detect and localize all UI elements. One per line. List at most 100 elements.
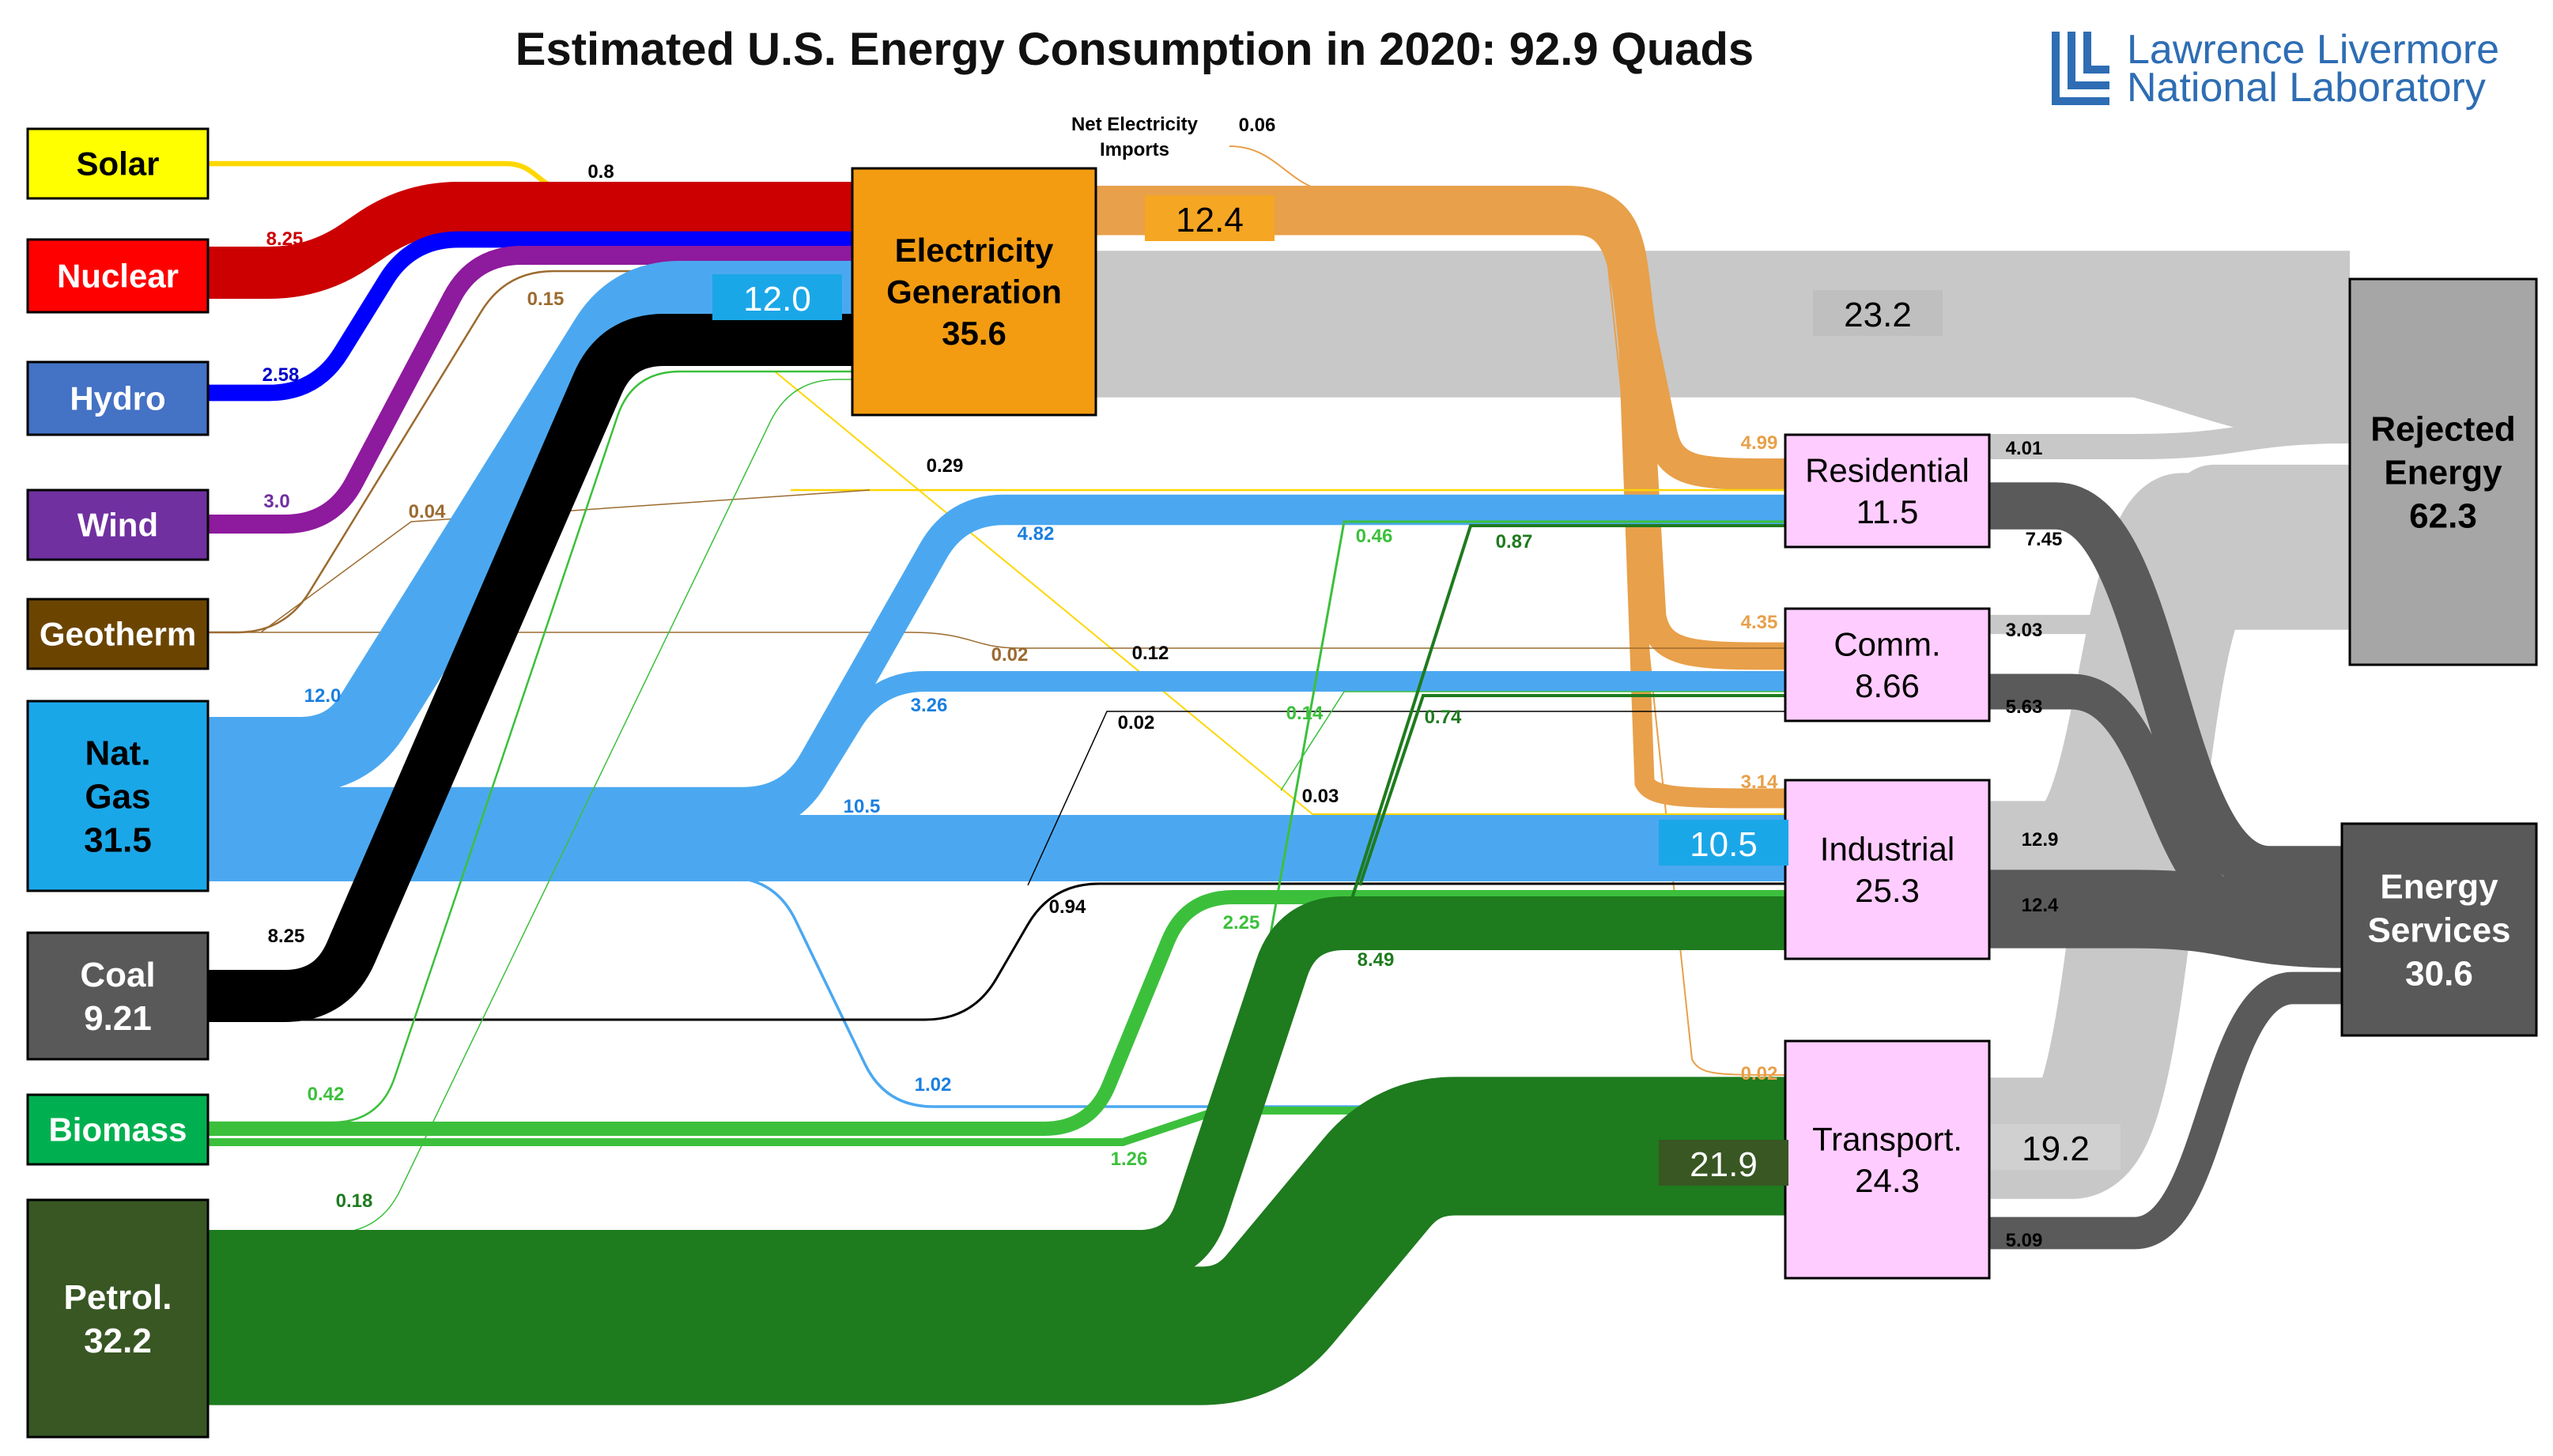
llnl-logo-mark <box>2052 32 2109 105</box>
flow-transport-services <box>1989 971 2342 1250</box>
flow-geothermal-electricity <box>208 270 852 634</box>
hub-box-commercial <box>1784 607 1991 722</box>
label-coal-industrial: 0.94 <box>1049 896 1086 918</box>
hub-label-electricity-line-1: Generation <box>886 273 1062 311</box>
flow-electricity-industrial <box>1096 215 1786 809</box>
chart-title: Estimated U.S. Energy Consumption in 202… <box>516 24 1754 75</box>
hub-box-industrial <box>1784 779 1991 960</box>
flow-natgas-transport <box>208 876 1785 1108</box>
label-natgas-residential: 4.82 <box>1018 523 1055 545</box>
flow-coal-industrial <box>208 882 1785 1021</box>
node-layer: Solar Nuclear Hydro Wind Geotherm Nat. Gas 31.5… <box>26 127 2538 1439</box>
label-layer: 0.8 8.25 2.58 3.0 0.15 0.04 0.02 12.0 4.82 3.26 10… <box>262 114 2121 1251</box>
source-box-petroleum <box>26 1198 210 1439</box>
label-hydro-electricity: 2.58 <box>262 364 300 386</box>
label-commercial-rejected: 3.03 <box>2006 620 2043 641</box>
box-electricity-rejected: 23.2 <box>1844 296 1912 334</box>
label-nuclear-electricity: 8.25 <box>266 228 304 250</box>
source-box-hydro <box>26 360 210 436</box>
label-solar-electricity: 0.8 <box>587 161 614 183</box>
source-label-natgas-line-1: Gas <box>85 777 150 816</box>
flow-biomass-electricity <box>208 370 852 1124</box>
source-box-biomass <box>26 1093 210 1166</box>
flow-residential-services <box>1989 482 2342 893</box>
box-electricity-delivered: 12.4 <box>1176 201 1244 240</box>
box-petroleum-transport: 21.9 <box>1690 1145 1758 1184</box>
flow-layer <box>208 145 2351 1405</box>
label-electricity-industrial: 3.14 <box>1741 771 1778 793</box>
sink-label-rejected-line-0: Rejected <box>2370 409 2515 448</box>
flow-electricity-rejected-band <box>1096 270 2350 443</box>
imports-caption-line-0: Net Electricity <box>1071 114 1199 135</box>
label-industrial-services: 12.4 <box>2022 895 2059 916</box>
label-electricity-commercial: 4.35 <box>1741 612 1778 633</box>
source-box-coal <box>26 931 210 1061</box>
hub-label-transportation-line-0: Transport. <box>1812 1120 1962 1157</box>
flow-hydro-electricity <box>208 231 852 402</box>
flow-industrial-services <box>1989 869 2343 968</box>
box-natgas-industrial-bg <box>1659 820 1788 866</box>
source-label-hydro-line-0: Hydro <box>70 380 165 417</box>
source-box-nuclear <box>26 238 210 314</box>
label-transport-services: 5.09 <box>2006 1230 2043 1251</box>
label-electricity-residential: 4.99 <box>1741 432 1778 454</box>
source-label-natgas-line-2: 31.5 <box>84 820 152 859</box>
hub-label-residential-line-1: 11.5 <box>1856 493 1919 530</box>
hub-label-electricity-line-2: 35.6 <box>942 315 1006 352</box>
sink-label-services-line-1: Services <box>2367 911 2510 949</box>
label-commercial-services: 5.63 <box>2006 696 2043 718</box>
source-box-wind <box>26 488 210 561</box>
label-biomass-commercial: 0.14 <box>1286 703 1324 724</box>
imports-caption-line-1: Imports <box>1100 139 1169 160</box>
source-label-petroleum-line-0: Petrol. <box>64 1278 172 1317</box>
label-coal-electricity: 8.25 <box>268 926 305 947</box>
source-box-geothermal <box>26 598 210 670</box>
sink-label-rejected-line-2: 62.3 <box>2409 496 2477 535</box>
flow-petroleum-commercial <box>1358 694 1785 886</box>
source-label-wind-line-0: Wind <box>77 507 158 544</box>
label-industrial-rejected: 12.9 <box>2022 829 2059 851</box>
label-natgas-electricity: 12.0 <box>304 685 342 707</box>
flow-petroleum-industrial <box>208 896 1785 1284</box>
source-label-natgas-line-0: Nat. <box>85 734 150 772</box>
box-transport-rejected-bg <box>1991 1124 2121 1170</box>
sink-box-rejected <box>2348 277 2538 666</box>
label-residential-services: 7.45 <box>2026 529 2063 550</box>
flow-residential-rejected <box>1989 417 2351 460</box>
hub-label-industrial-line-1: 25.3 <box>1855 872 1920 909</box>
label-petroleum-industrial: 8.49 <box>1358 949 1395 971</box>
flow-biomass-commercial <box>1280 691 1785 791</box>
hub-label-industrial-line-0: Industrial <box>1820 830 1954 867</box>
flow-geothermal-commercial <box>208 632 1785 649</box>
label-petroleum-residential: 0.87 <box>1496 531 1533 553</box>
logo-line1: Lawrence Livermore <box>2127 27 2499 73</box>
logo-line2: National Laboratory <box>2127 65 2486 111</box>
label-solar-residential: 0.29 <box>927 455 964 477</box>
llnl-logo: Lawrence Livermore National Laboratory <box>2052 27 2499 111</box>
hub-label-commercial-line-1: 8.66 <box>1855 667 1920 704</box>
sink-label-services-line-2: 30.6 <box>2405 954 2473 993</box>
hub-label-transportation-line-1: 24.3 <box>1855 1162 1920 1199</box>
box-transport-rejected: 19.2 <box>2022 1130 2090 1168</box>
label-electricity-transport: 0.02 <box>1741 1063 1778 1084</box>
source-label-petroleum-line-1: 32.2 <box>84 1322 152 1360</box>
label-petroleum-commercial: 0.74 <box>1425 707 1462 728</box>
flow-wind-electricity <box>208 246 852 534</box>
source-label-nuclear-line-0: Nuclear <box>57 258 179 295</box>
source-label-coal-line-0: Coal <box>80 956 155 994</box>
label-biomass-electricity: 0.42 <box>308 1084 345 1105</box>
flow-petroleum-transport <box>208 1077 1785 1405</box>
label-natgas-industrial-small: 10.5 <box>844 796 881 817</box>
flow-transport-rejected <box>1989 508 2350 1199</box>
hub-label-commercial-line-0: Comm. <box>1834 625 1940 662</box>
flow-biomass-industrial <box>208 890 1785 1136</box>
flow-coal-commercial <box>1027 711 1785 886</box>
sink-label-rejected-line-1: Energy <box>2384 453 2502 492</box>
hub-label-electricity-line-0: Electricity <box>895 232 1054 269</box>
box-natgas-industrial: 10.5 <box>1690 825 1758 864</box>
label-natgas-commercial: 3.26 <box>911 695 948 716</box>
sink-box-services <box>2340 822 2538 1037</box>
box-petroleum-transport-bg <box>1659 1140 1788 1186</box>
label-petroleum-electricity: 0.18 <box>336 1190 373 1212</box>
